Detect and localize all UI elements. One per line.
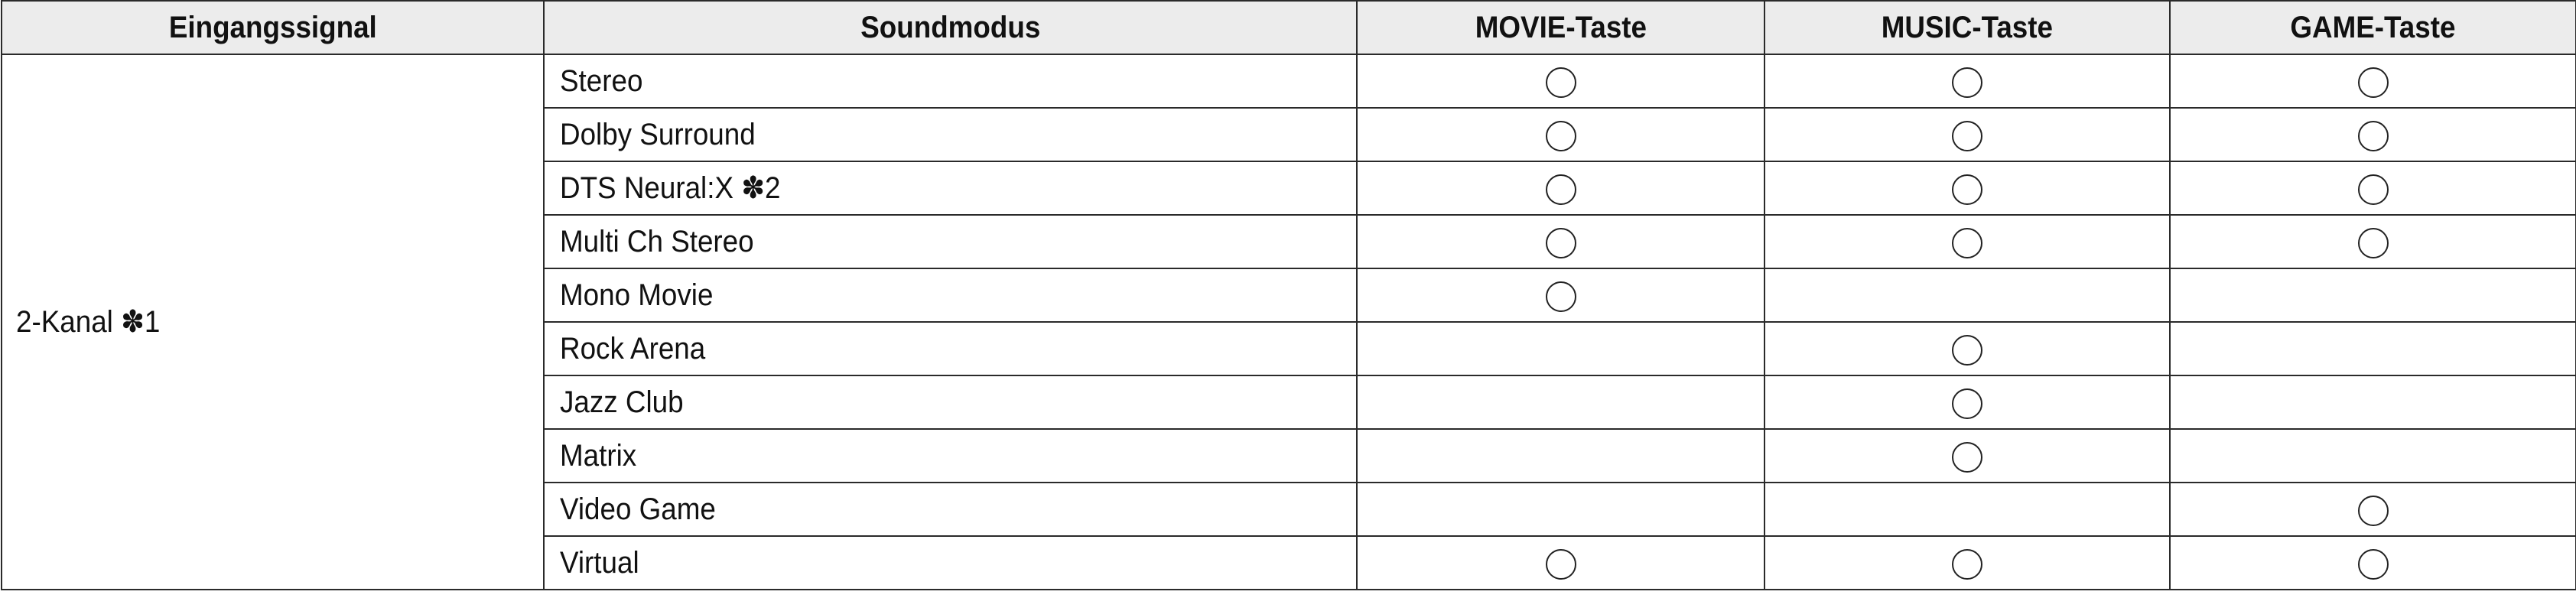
table-row: Mono Movie xyxy=(2,268,2576,323)
game-key-cell xyxy=(2169,54,2576,109)
header-row: Eingangssignal Soundmodus MOVIE-Taste MU… xyxy=(1,0,2576,55)
movie-key-cell xyxy=(1356,321,1765,376)
circle-icon xyxy=(1545,174,1576,205)
circle-icon xyxy=(1952,120,1982,151)
sound-mode-cell: Virtual xyxy=(543,535,1358,590)
game-key-cell xyxy=(2169,214,2576,269)
music-key-cell xyxy=(1764,375,2171,430)
circle-icon xyxy=(1952,227,1982,258)
circle-icon xyxy=(2357,227,2389,258)
circle-icon xyxy=(2357,495,2389,526)
circle-icon xyxy=(2357,120,2389,151)
circle-icon xyxy=(2357,67,2389,98)
movie-key-cell xyxy=(1356,214,1765,269)
header-movie-taste: MOVIE-Taste xyxy=(1356,0,1765,55)
table-row: Jazz Club xyxy=(2,375,2576,430)
movie-key-cell xyxy=(1356,535,1765,590)
game-key-cell xyxy=(2169,107,2576,162)
table-row: 2-Kanal ✽1 Stereo xyxy=(1,54,2576,590)
movie-key-cell xyxy=(1356,268,1765,323)
circle-icon xyxy=(2357,548,2389,580)
circle-icon xyxy=(1952,388,1982,419)
sound-mode-cell: Stereo xyxy=(543,54,1358,109)
sound-mode-cell: Mono Movie xyxy=(543,268,1358,323)
circle-icon xyxy=(1545,67,1576,98)
table-row: Matrix xyxy=(2,428,2576,483)
music-key-cell xyxy=(1764,214,2171,269)
game-key-cell xyxy=(2169,268,2576,323)
music-key-cell xyxy=(1764,428,2171,483)
table-row: Video Game xyxy=(2,482,2576,537)
game-key-cell xyxy=(2169,482,2576,537)
circle-icon xyxy=(1952,334,1982,366)
movie-key-cell xyxy=(1356,161,1765,216)
movie-key-cell xyxy=(1356,428,1765,483)
sound-mode-cell: DTS Neural:X ✽2 xyxy=(543,161,1358,216)
game-key-cell xyxy=(2169,375,2576,430)
music-key-cell xyxy=(1764,54,2171,109)
music-key-cell xyxy=(1764,482,2171,537)
circle-icon xyxy=(1545,548,1576,580)
music-key-cell xyxy=(1764,321,2171,376)
circle-icon xyxy=(1545,120,1576,151)
sound-mode-cell: Rock Arena xyxy=(543,321,1358,376)
input-signal-cell: 2-Kanal ✽1 xyxy=(1,54,545,590)
circle-icon xyxy=(1952,174,1982,205)
circle-icon xyxy=(1545,227,1576,258)
movie-key-cell xyxy=(1356,375,1765,430)
table-row: Multi Ch Stereo xyxy=(2,214,2576,269)
music-key-cell xyxy=(1764,268,2171,323)
sound-mode-cell: Multi Ch Stereo xyxy=(543,214,1358,269)
sound-mode-cell: Video Game xyxy=(543,482,1358,537)
music-key-cell xyxy=(1764,535,2171,590)
sound-mode-cell: Jazz Club xyxy=(543,375,1358,430)
circle-icon xyxy=(1545,281,1576,312)
music-key-cell xyxy=(1764,107,2171,162)
game-key-cell xyxy=(2169,535,2576,590)
table-row: Dolby Surround xyxy=(2,107,2576,162)
header-game-taste: GAME-Taste xyxy=(2169,0,2576,55)
table-row: Virtual xyxy=(2,535,2576,590)
circle-icon xyxy=(2357,174,2389,205)
header-eingangssignal: Eingangssignal xyxy=(1,0,545,55)
movie-key-cell xyxy=(1356,482,1765,537)
sound-mode-cell: Dolby Surround xyxy=(543,107,1358,162)
table-row: Rock Arena xyxy=(2,321,2576,376)
game-key-cell xyxy=(2169,161,2576,216)
circle-icon xyxy=(1952,548,1982,580)
sound-mode-cell: Matrix xyxy=(543,428,1358,483)
circle-icon xyxy=(1952,67,1982,98)
circle-icon xyxy=(1952,441,1982,473)
table-row: DTS Neural:X ✽2 xyxy=(2,161,2576,216)
movie-key-cell xyxy=(1356,54,1765,109)
movie-key-cell xyxy=(1356,107,1765,162)
music-key-cell xyxy=(1764,161,2171,216)
header-soundmodus: Soundmodus xyxy=(543,0,1358,55)
header-music-taste: MUSIC-Taste xyxy=(1764,0,2171,55)
game-key-cell xyxy=(2169,428,2576,483)
game-key-cell xyxy=(2169,321,2576,376)
